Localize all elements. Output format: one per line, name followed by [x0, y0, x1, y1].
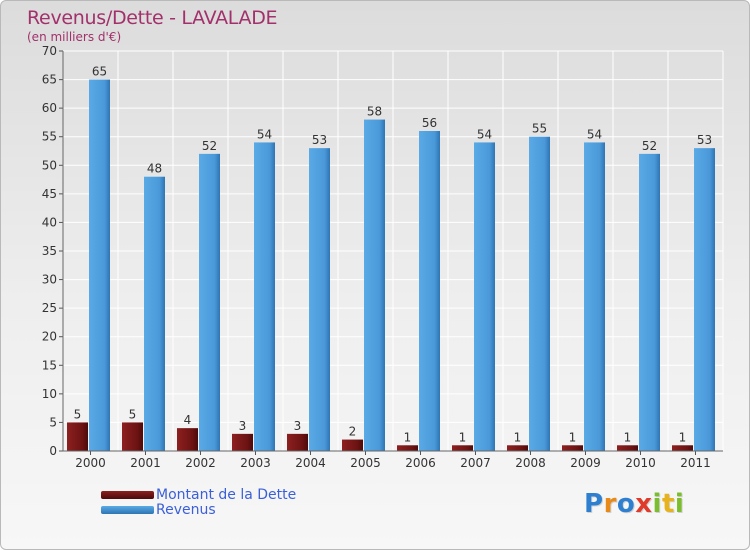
- logo-letter: i: [652, 489, 662, 519]
- data-label-revenus-2004: 53: [312, 133, 327, 147]
- logo-letter: x: [635, 489, 653, 519]
- data-label-debt-2004: 3: [294, 419, 302, 433]
- x-tick-label-2001: 2001: [130, 456, 161, 470]
- x-tick-label-2006: 2006: [405, 456, 436, 470]
- logo-letter: P: [584, 489, 604, 519]
- bar-revenus-2010: [639, 153, 660, 451]
- y-tick-label-70: 70: [42, 44, 57, 58]
- x-tick-label-2008: 2008: [515, 456, 546, 470]
- data-label-debt-2006: 1: [404, 430, 412, 444]
- y-tick-label-40: 40: [42, 215, 57, 229]
- data-label-debt-2002: 4: [184, 413, 192, 427]
- bar-revenus-2003: [254, 142, 275, 451]
- y-tick-label-35: 35: [42, 244, 57, 258]
- bar-debt-2009: [562, 445, 583, 451]
- bar-revenus-2002: [199, 153, 220, 451]
- data-label-revenus-2001: 48: [147, 162, 162, 176]
- logo-letter: r: [603, 489, 617, 519]
- bar-debt-2003: [232, 433, 253, 451]
- data-label-debt-2007: 1: [459, 430, 467, 444]
- bar-debt-2005: [342, 439, 363, 451]
- bar-revenus-2001: [144, 176, 165, 451]
- bar-revenus-2009: [584, 142, 605, 451]
- y-tick-label-45: 45: [42, 187, 57, 201]
- data-label-revenus-2003: 54: [257, 127, 272, 141]
- chart-legend: Montant de la Dette Revenus: [101, 486, 297, 518]
- data-label-revenus-2006: 56: [422, 116, 437, 130]
- bar-debt-2004: [287, 433, 308, 451]
- data-label-revenus-2007: 54: [477, 127, 492, 141]
- data-label-revenus-2011: 53: [697, 133, 712, 147]
- y-tick-label-10: 10: [42, 387, 57, 401]
- data-label-revenus-2005: 58: [367, 105, 382, 119]
- x-tick-label-2003: 2003: [240, 456, 271, 470]
- bar-debt-2000: [67, 422, 88, 451]
- bar-debt-2002: [177, 428, 198, 451]
- legend-item-debt: Montant de la Dette: [101, 486, 297, 503]
- y-tick-label-5: 5: [49, 415, 57, 429]
- data-label-revenus-2009: 54: [587, 127, 602, 141]
- chart-title: Revenus/Dette - LAVALADE: [27, 7, 278, 29]
- logo-letter: i: [674, 489, 685, 519]
- data-label-revenus-2010: 52: [642, 139, 657, 153]
- legend-label-revenus: Revenus: [156, 501, 216, 518]
- bar-debt-2001: [122, 422, 143, 451]
- data-label-debt-2009: 1: [569, 430, 577, 444]
- chart-subtitle: (en milliers d'€): [27, 30, 122, 44]
- bar-debt-2006: [397, 445, 418, 451]
- y-tick-label-25: 25: [42, 301, 57, 315]
- data-label-revenus-2002: 52: [202, 139, 217, 153]
- bar-debt-2008: [507, 445, 528, 451]
- data-label-revenus-2008: 55: [532, 122, 547, 136]
- bar-revenus-2004: [309, 148, 330, 451]
- bar-debt-2007: [452, 445, 473, 451]
- legend-label-debt: Montant de la Dette: [156, 486, 297, 503]
- data-label-debt-2003: 3: [239, 419, 247, 433]
- proxiti-logo: Proxiti: [584, 489, 684, 519]
- bar-debt-2011: [672, 445, 693, 451]
- bar-debt-2010: [617, 445, 638, 451]
- y-tick-label-30: 30: [42, 273, 57, 287]
- data-label-debt-2010: 1: [624, 430, 632, 444]
- x-tick-label-2000: 2000: [75, 456, 106, 470]
- y-tick-label-0: 0: [49, 444, 57, 458]
- x-tick-label-2009: 2009: [570, 456, 601, 470]
- x-tick-label-2004: 2004: [295, 456, 326, 470]
- x-tick-label-2010: 2010: [625, 456, 656, 470]
- y-tick-label-50: 50: [42, 158, 57, 172]
- legend-swatch-revenus: [101, 505, 154, 514]
- y-tick-label-60: 60: [42, 101, 57, 115]
- data-label-debt-2011: 1: [679, 430, 687, 444]
- x-tick-label-2005: 2005: [350, 456, 381, 470]
- y-tick-label-15: 15: [42, 358, 57, 372]
- data-label-debt-2000: 5: [74, 407, 82, 421]
- logo-letter: o: [616, 489, 636, 519]
- data-label-debt-2008: 1: [514, 430, 522, 444]
- data-label-debt-2001: 5: [129, 407, 137, 421]
- data-label-revenus-2000: 65: [92, 65, 107, 79]
- y-tick-label-65: 65: [42, 73, 57, 87]
- legend-swatch-debt: [101, 490, 154, 499]
- y-tick-label-55: 55: [42, 130, 57, 144]
- bar-revenus-2011: [694, 148, 715, 451]
- bar-revenus-2005: [364, 119, 385, 452]
- legend-item-revenus: Revenus: [101, 501, 296, 518]
- bar-revenus-2000: [89, 79, 110, 452]
- x-tick-label-2011: 2011: [680, 456, 711, 470]
- logo-letter: t: [661, 489, 675, 519]
- bar-revenus-2008: [529, 136, 550, 451]
- x-tick-label-2002: 2002: [185, 456, 216, 470]
- bar-revenus-2006: [419, 131, 440, 451]
- bar-revenus-2007: [474, 142, 495, 451]
- y-tick-label-20: 20: [42, 330, 57, 344]
- x-tick-label-2007: 2007: [460, 456, 491, 470]
- data-label-debt-2005: 2: [349, 425, 357, 439]
